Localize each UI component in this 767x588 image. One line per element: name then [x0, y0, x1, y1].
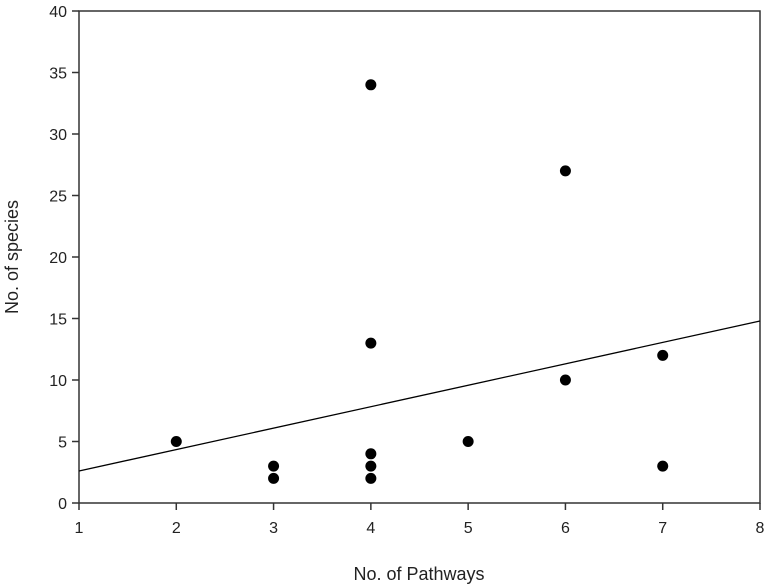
x-tick-label: 8 [756, 520, 765, 537]
data-point [559, 374, 571, 386]
y-tick-label: 0 [58, 496, 67, 513]
y-tick-label: 10 [49, 373, 67, 390]
data-point [365, 472, 377, 484]
data-point [462, 436, 474, 447]
data-point [268, 472, 280, 484]
x-tick-label: 7 [658, 520, 667, 537]
y-tick-label: 30 [49, 127, 67, 144]
y-tick-label: 5 [58, 435, 67, 452]
y-tick-label: 15 [49, 312, 67, 329]
x-tick-label: 5 [464, 520, 473, 537]
y-tick-label: 35 [49, 66, 67, 83]
y-axis: 0 5 10 15 20 25 30 35 40 [49, 4, 79, 513]
y-axis-title: No. of species [2, 200, 22, 314]
plot-frame [78, 10, 761, 504]
x-tick-label: 2 [172, 520, 181, 537]
data-point [365, 448, 377, 460]
trend-line [78, 320, 761, 472]
data-point [268, 460, 280, 472]
x-tick-label: 1 [75, 520, 84, 537]
x-tick-label: 6 [561, 520, 570, 537]
y-tick-label: 25 [49, 189, 67, 206]
data-point [365, 79, 377, 91]
plot-border [78, 10, 761, 504]
data-point [365, 460, 377, 472]
x-axis-title: No. of Pathways [353, 564, 484, 584]
x-axis: 1 2 3 4 5 6 7 8 [75, 503, 765, 537]
data-point [657, 349, 669, 361]
y-tick-label: 40 [49, 4, 67, 21]
data-point [365, 337, 377, 349]
regression-line [78, 320, 761, 472]
data-point [657, 460, 669, 472]
x-tick-label: 4 [366, 520, 375, 537]
data-points [170, 79, 669, 484]
x-tick-label: 3 [269, 520, 278, 537]
data-point [170, 436, 182, 447]
y-tick-label: 20 [49, 250, 67, 267]
data-point [559, 165, 571, 177]
